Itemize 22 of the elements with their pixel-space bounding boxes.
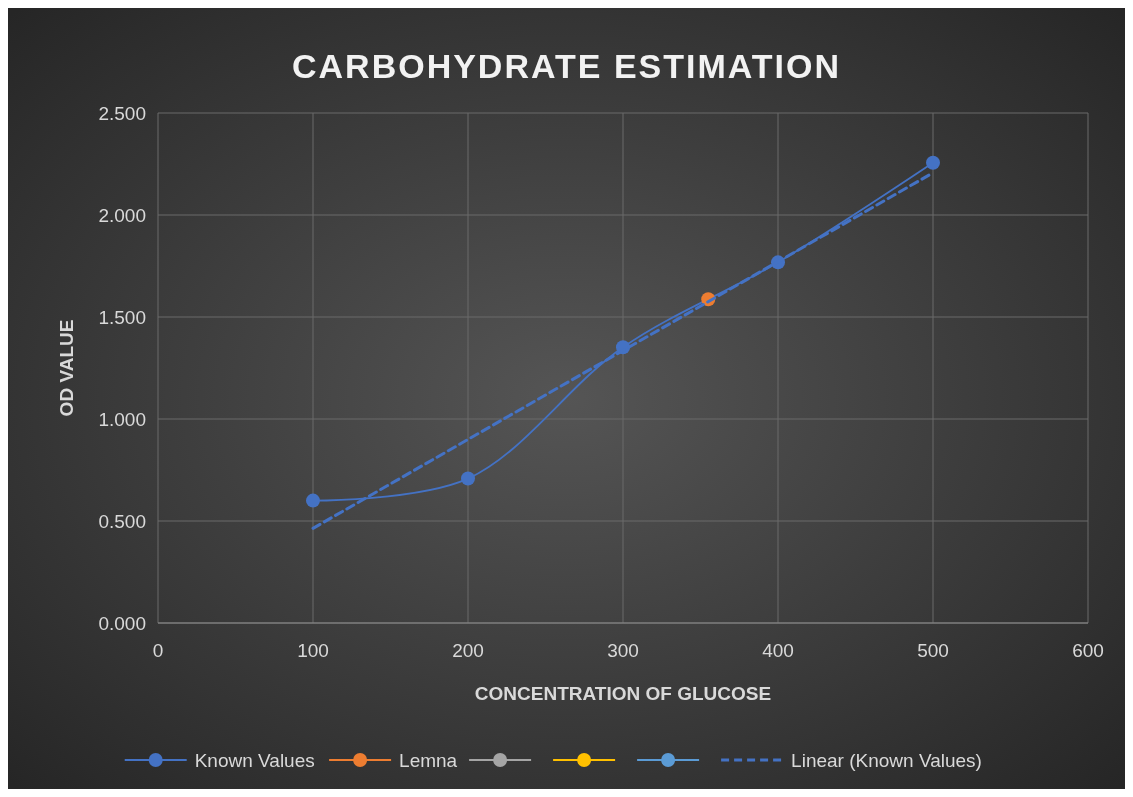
y-axis-title: OD VALUE	[56, 319, 77, 417]
chart-title: CARBOHYDRATE ESTIMATION	[291, 47, 842, 85]
x-axis-title: CONCENTRATION OF GLUCOSE	[474, 683, 772, 704]
x-tick-label: 600	[1072, 640, 1104, 661]
legend-label: Lemna	[399, 749, 458, 771]
y-tick-label: 1.000	[98, 408, 146, 430]
x-tick-label: 400	[762, 640, 794, 661]
y-tick-label: 0.500	[98, 510, 146, 532]
y-tick-label: 0.000	[98, 612, 146, 634]
point	[461, 471, 475, 486]
point	[926, 155, 940, 170]
x-tick-label: 200	[452, 640, 484, 661]
legend-label: Known Values	[194, 749, 315, 771]
y-tick-label: 1.500	[98, 306, 146, 328]
x-tick-label: 0	[152, 640, 164, 661]
y-tick-label: 2.000	[98, 204, 146, 226]
y-tick-label: 2.500	[98, 102, 146, 124]
x-tick-label: 100	[297, 640, 329, 661]
point	[306, 493, 320, 508]
x-tick-label: 300	[607, 640, 639, 661]
legend-label: Linear (Known Values)	[791, 749, 982, 771]
x-tick-label: 500	[917, 640, 949, 661]
